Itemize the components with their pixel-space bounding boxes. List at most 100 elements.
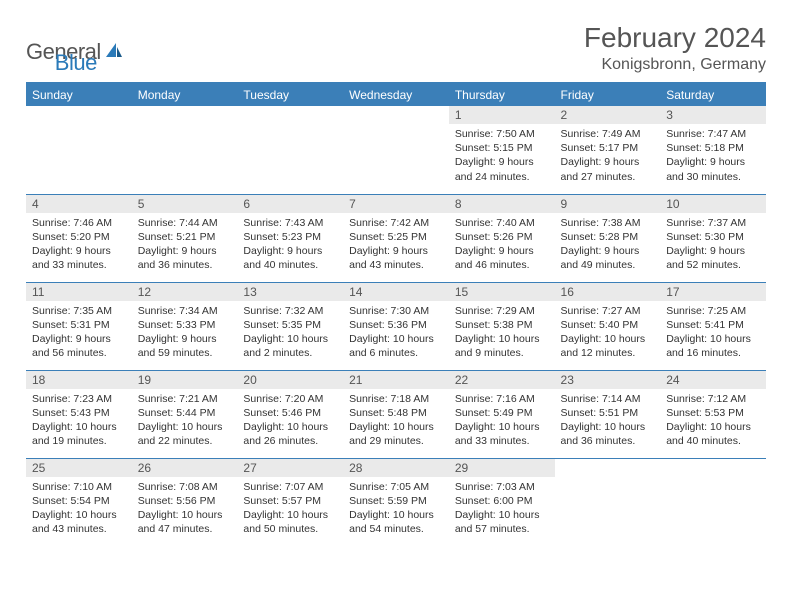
daylight-line: and 36 minutes. (561, 434, 655, 448)
calendar-cell: 20Sunrise: 7:20 AMSunset: 5:46 PMDayligh… (237, 370, 343, 458)
sunrise-line: Sunrise: 7:21 AM (138, 392, 232, 406)
sunset-line: Sunset: 5:25 PM (349, 230, 443, 244)
daylight-line: Daylight: 9 hours (561, 155, 655, 169)
calendar-cell (343, 106, 449, 194)
daylight-line: Daylight: 9 hours (455, 155, 549, 169)
sunrise-line: Sunrise: 7:27 AM (561, 304, 655, 318)
day-content: Sunrise: 7:38 AMSunset: 5:28 PMDaylight:… (555, 213, 661, 277)
sunrise-line: Sunrise: 7:12 AM (666, 392, 760, 406)
daylight-line: Daylight: 10 hours (349, 420, 443, 434)
sunrise-line: Sunrise: 7:50 AM (455, 127, 549, 141)
daylight-line: and 6 minutes. (349, 346, 443, 360)
sunset-line: Sunset: 5:40 PM (561, 318, 655, 332)
day-number: 14 (343, 283, 449, 301)
calendar-cell (26, 106, 132, 194)
daylight-line: and 59 minutes. (138, 346, 232, 360)
daylight-line: and 50 minutes. (243, 522, 337, 536)
sunset-line: Sunset: 5:36 PM (349, 318, 443, 332)
day-number: 1 (449, 106, 555, 124)
sunrise-line: Sunrise: 7:40 AM (455, 216, 549, 230)
day-number: 11 (26, 283, 132, 301)
day-content: Sunrise: 7:18 AMSunset: 5:48 PMDaylight:… (343, 389, 449, 453)
location: Konigsbronn, Germany (584, 56, 766, 74)
day-content: Sunrise: 7:20 AMSunset: 5:46 PMDaylight:… (237, 389, 343, 453)
day-number: 15 (449, 283, 555, 301)
sail-icon (104, 41, 124, 64)
day-number: 28 (343, 459, 449, 477)
day-content: Sunrise: 7:10 AMSunset: 5:54 PMDaylight:… (26, 477, 132, 541)
day-content: Sunrise: 7:30 AMSunset: 5:36 PMDaylight:… (343, 301, 449, 365)
sunrise-line: Sunrise: 7:20 AM (243, 392, 337, 406)
calendar-cell: 9Sunrise: 7:38 AMSunset: 5:28 PMDaylight… (555, 194, 661, 282)
day-number: 17 (660, 283, 766, 301)
daylight-line: and 57 minutes. (455, 522, 549, 536)
daylight-line: and 19 minutes. (32, 434, 126, 448)
day-number: 29 (449, 459, 555, 477)
sunset-line: Sunset: 5:30 PM (666, 230, 760, 244)
sunset-line: Sunset: 5:57 PM (243, 494, 337, 508)
daylight-line: Daylight: 9 hours (32, 244, 126, 258)
day-content: Sunrise: 7:49 AMSunset: 5:17 PMDaylight:… (555, 124, 661, 188)
month-title: February 2024 (584, 22, 766, 54)
sunset-line: Sunset: 5:21 PM (138, 230, 232, 244)
daylight-line: and 43 minutes. (349, 258, 443, 272)
daylight-line: Daylight: 10 hours (455, 420, 549, 434)
daylight-line: and 2 minutes. (243, 346, 337, 360)
daylight-line: and 54 minutes. (349, 522, 443, 536)
sunset-line: Sunset: 5:44 PM (138, 406, 232, 420)
sunrise-line: Sunrise: 7:14 AM (561, 392, 655, 406)
daylight-line: and 24 minutes. (455, 170, 549, 184)
calendar-cell (132, 106, 238, 194)
day-header: Wednesday (343, 84, 449, 106)
daylight-line: Daylight: 10 hours (32, 508, 126, 522)
sunrise-line: Sunrise: 7:08 AM (138, 480, 232, 494)
day-header: Sunday (26, 84, 132, 106)
daylight-line: Daylight: 9 hours (243, 244, 337, 258)
day-header: Tuesday (237, 84, 343, 106)
daylight-line: Daylight: 10 hours (455, 332, 549, 346)
calendar-cell: 17 Sunrise: 7:25 AMSunset: 5:41 PMDayligh… (660, 282, 766, 370)
day-number: 8 (449, 195, 555, 213)
sunset-line: Sunset: 5:49 PM (455, 406, 549, 420)
sunset-line: Sunset: 5:41 PM (666, 318, 760, 332)
sunrise-line: Sunrise: 7:32 AM (243, 304, 337, 318)
day-number: 26 (132, 459, 238, 477)
day-content: Sunrise: 7:37 AMSunset: 5:30 PMDaylight:… (660, 213, 766, 277)
calendar-cell: 27Sunrise: 7:07 AMSunset: 5:57 PMDayligh… (237, 458, 343, 546)
sunrise-line: Sunrise: 7:16 AM (455, 392, 549, 406)
day-number: 6 (237, 195, 343, 213)
sunset-line: Sunset: 5:48 PM (349, 406, 443, 420)
sunrise-line: Sunrise: 7:05 AM (349, 480, 443, 494)
day-header: Saturday (660, 84, 766, 106)
sunset-line: Sunset: 5:53 PM (666, 406, 760, 420)
calendar-cell: 26Sunrise: 7:08 AMSunset: 5:56 PMDayligh… (132, 458, 238, 546)
daylight-line: Daylight: 10 hours (561, 420, 655, 434)
sunrise-line: Sunrise: 7:35 AM (32, 304, 126, 318)
day-content: Sunrise: 7:47 AMSunset: 5:18 PMDaylight:… (660, 124, 766, 188)
sunrise-line: Sunrise: 7:25 AM (666, 304, 760, 318)
day-number: 12 (132, 283, 238, 301)
day-content: Sunrise: 7:42 AMSunset: 5:25 PMDaylight:… (343, 213, 449, 277)
daylight-line: and 49 minutes. (561, 258, 655, 272)
day-number: 3 (660, 106, 766, 124)
calendar-cell: 3Sunrise: 7:47 AMSunset: 5:18 PMDaylight… (660, 106, 766, 194)
day-content: Sunrise: 7:44 AMSunset: 5:21 PMDaylight:… (132, 213, 238, 277)
day-content: Sunrise: 7:03 AMSunset: 6:00 PMDaylight:… (449, 477, 555, 541)
calendar-cell: 14Sunrise: 7:30 AMSunset: 5:36 PMDayligh… (343, 282, 449, 370)
day-content: Sunrise: 7:29 AMSunset: 5:38 PMDaylight:… (449, 301, 555, 365)
calendar-cell: 4Sunrise: 7:46 AMSunset: 5:20 PMDaylight… (26, 194, 132, 282)
sunrise-line: Sunrise: 7:34 AM (138, 304, 232, 318)
daylight-line: Daylight: 9 hours (455, 244, 549, 258)
calendar-cell (660, 458, 766, 546)
sunset-line: Sunset: 5:56 PM (138, 494, 232, 508)
daylight-line: Daylight: 10 hours (243, 508, 337, 522)
sunrise-line: Sunrise: 7:42 AM (349, 216, 443, 230)
day-header-row: Sunday Monday Tuesday Wednesday Thursday… (26, 84, 766, 106)
daylight-line: Daylight: 9 hours (666, 155, 760, 169)
daylight-line: Daylight: 10 hours (666, 332, 760, 346)
sunset-line: Sunset: 5:59 PM (349, 494, 443, 508)
day-number: 25 (26, 459, 132, 477)
sunrise-line: Sunrise: 7:46 AM (32, 216, 126, 230)
daylight-line: Daylight: 10 hours (349, 332, 443, 346)
daylight-line: and 27 minutes. (561, 170, 655, 184)
